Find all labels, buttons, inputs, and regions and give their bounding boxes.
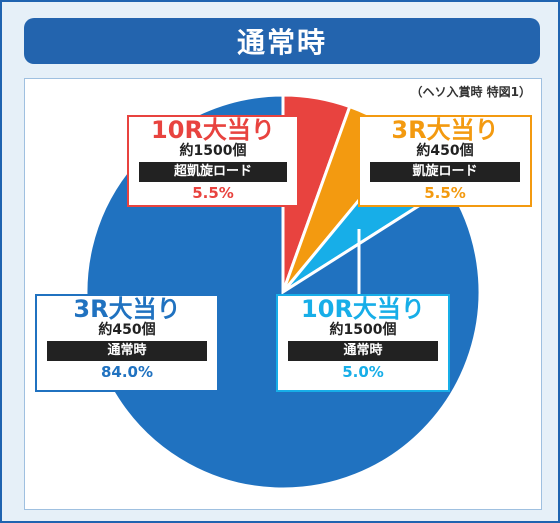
slice-label-10r-super: 10R大当り 約1500個 超凱旋ロード 5.5% bbox=[127, 115, 299, 207]
condition-note: （ヘソ入賞時 特図1） bbox=[410, 85, 531, 99]
slice-percent: 5.0% bbox=[342, 363, 384, 381]
slice-title: 3R大当り bbox=[73, 295, 181, 323]
slice-label-3r-normal: 3R大当り 約450個 通常時 84.0% bbox=[35, 294, 219, 392]
slice-title: 10R大当り bbox=[301, 295, 425, 323]
slice-tag: 通常時 bbox=[47, 341, 207, 361]
slice-sub: 約1500個 bbox=[329, 322, 397, 338]
slice-label-3r-kaisen: 3R大当り 約450個 凱旋ロード 5.5% bbox=[358, 115, 532, 207]
slice-percent: 84.0% bbox=[100, 363, 154, 381]
slice-sub: 約450個 bbox=[98, 322, 156, 338]
slice-percent: 5.5% bbox=[192, 184, 234, 202]
slice-tag: 超凱旋ロード bbox=[139, 162, 287, 182]
page-title: 通常時 bbox=[24, 18, 540, 64]
slice-tag: 凱旋ロード bbox=[370, 162, 520, 182]
slice-label-10r-normal: 10R大当り 約1500個 通常時 5.0% bbox=[276, 294, 450, 392]
slice-title: 3R大当り bbox=[391, 116, 499, 144]
slice-sub: 約1500個 bbox=[179, 143, 247, 159]
slice-sub: 約450個 bbox=[416, 143, 474, 159]
slice-percent: 5.5% bbox=[424, 184, 466, 202]
chart-panel: （ヘソ入賞時 特図1） 10R大当り 約1500個 超凱旋ロード 5.5% 3R… bbox=[24, 78, 542, 510]
slice-title: 10R大当り bbox=[151, 116, 275, 144]
slice-tag: 通常時 bbox=[288, 341, 438, 361]
